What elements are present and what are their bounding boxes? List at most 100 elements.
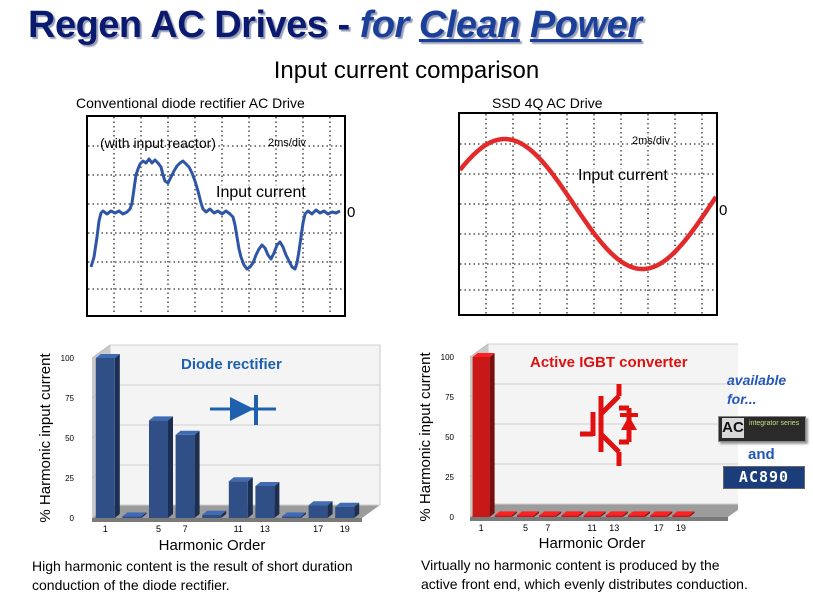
right-scope-trace-label: Input current xyxy=(578,167,668,185)
x-tick-label: 11 xyxy=(587,523,596,533)
bar-side xyxy=(327,501,333,518)
diode-triangle xyxy=(230,397,254,421)
chart-floor-edge xyxy=(92,518,362,522)
bar xyxy=(472,357,490,517)
bar-top xyxy=(605,511,628,516)
y-tick-label: 0 xyxy=(450,513,455,522)
right-scope-panel: 2ms/div Input current xyxy=(458,112,718,316)
bar-top xyxy=(672,511,695,516)
bar xyxy=(122,516,142,518)
ac-integrator-logo: AC integrator series xyxy=(718,416,806,442)
bar-top xyxy=(122,512,147,517)
title-power: Power xyxy=(529,4,642,46)
x-tick-label: 13 xyxy=(609,523,619,533)
x-tick-label: 5 xyxy=(523,523,528,533)
igbt-harmonic-chart: 0 25 50 75 100 1 5 7 11 13 17 19 Harmonic Order % Har… xyxy=(417,343,738,552)
left-scope-grid xyxy=(88,117,344,315)
right-caption-line1: Virtually no harmonic content is produce… xyxy=(421,557,720,573)
y-tick-label: 25 xyxy=(65,474,74,483)
bar-top xyxy=(472,353,495,357)
bar-side xyxy=(489,353,495,517)
right-caption-line2: active front end, which evenly distribut… xyxy=(421,576,748,592)
bar-side xyxy=(354,502,360,518)
bar xyxy=(255,486,275,518)
bar-side xyxy=(578,511,584,517)
title-space xyxy=(520,4,530,46)
bar xyxy=(605,515,623,517)
page-title: Regen AC Drives - for Clean Power xyxy=(28,4,642,47)
y-tick-label: 25 xyxy=(445,473,454,482)
left-caption-line1: High harmonic content is the result of s… xyxy=(32,558,353,574)
bar-side xyxy=(667,511,673,517)
bar-side xyxy=(556,511,562,517)
igbt-diode-triangle xyxy=(621,416,637,430)
left-scope-zero: 0 xyxy=(347,204,356,221)
bar-side xyxy=(168,416,173,518)
x-tick-label: 1 xyxy=(479,523,484,533)
bar-top xyxy=(335,502,360,507)
x-tick-label: 7 xyxy=(183,524,188,534)
right-caption: Virtually no harmonic content is produce… xyxy=(421,556,748,594)
y-tick-label: 50 xyxy=(445,433,454,442)
igbt-input-current-trace xyxy=(460,136,716,272)
bar-side xyxy=(622,511,628,517)
grid-line xyxy=(91,344,111,359)
bar-top xyxy=(95,354,120,358)
bar xyxy=(335,506,355,518)
grid-line xyxy=(469,343,489,358)
chart-floor-edge xyxy=(470,517,728,521)
bar-side xyxy=(114,354,120,518)
and-text: and xyxy=(748,446,775,463)
bar-top xyxy=(628,511,650,516)
bar-top xyxy=(494,511,517,516)
y-axis-title: % Harmonic input current xyxy=(37,353,54,523)
bar xyxy=(628,515,645,517)
bar xyxy=(202,514,222,518)
x-tick-label: 1 xyxy=(103,524,108,534)
bar-top xyxy=(517,511,539,516)
right-scope-timebase: 2ms/div xyxy=(632,135,670,147)
x-tick-label: 17 xyxy=(313,524,323,534)
bar-side xyxy=(221,510,227,518)
bar-top xyxy=(308,501,333,506)
bar-side xyxy=(301,512,306,518)
left-scope-trace-label: Input current xyxy=(216,184,306,202)
title-main: Regen AC Drives - xyxy=(28,4,360,46)
igbt-symbol-icon xyxy=(580,384,638,466)
diode-symbol-icon xyxy=(210,395,276,425)
x-tick-label: 11 xyxy=(234,524,243,534)
ac-integrator-logo-text: integrator series xyxy=(749,420,800,427)
bar-top xyxy=(650,511,673,516)
igbt-collector xyxy=(599,394,621,416)
x-tick-label: 5 xyxy=(156,524,161,534)
bar xyxy=(672,515,690,517)
y-tick-label: 100 xyxy=(441,353,455,362)
bar-top xyxy=(282,512,306,517)
y-tick-label: 75 xyxy=(445,393,454,402)
page-subtitle: Input current comparison xyxy=(273,57,540,84)
ac890-logo: AC890 xyxy=(723,466,805,489)
right-scope-svg xyxy=(460,114,716,314)
bar-side xyxy=(645,511,650,517)
left-scope-timebase: 2ms/div xyxy=(268,137,306,149)
right-heading: SSD 4Q AC Drive xyxy=(492,95,603,111)
bar xyxy=(228,481,248,518)
bar xyxy=(494,515,512,517)
left-heading: Conventional diode rectifier AC Drive xyxy=(76,95,305,111)
for-text: for... xyxy=(727,391,757,407)
bar-side xyxy=(600,511,606,517)
bar xyxy=(95,358,115,518)
y-tick-label: 50 xyxy=(65,434,74,443)
left-scope-note: (with input reactor) xyxy=(100,135,216,151)
title-for: for xyxy=(359,4,419,46)
x-axis-title: Harmonic Order xyxy=(539,535,646,552)
bar-side xyxy=(194,430,200,518)
x-tick-label: 17 xyxy=(654,523,664,533)
bar-top xyxy=(175,430,200,435)
x-axis-title: Harmonic Order xyxy=(159,537,266,554)
left-scope-panel: (with input reactor) 2ms/div Input curre… xyxy=(86,115,346,317)
left-caption-line2: conduction of the diode rectifier. xyxy=(32,577,230,593)
igbt-emitter xyxy=(599,432,621,454)
right-scope-zero: 0 xyxy=(719,202,728,219)
diode-input-current-trace xyxy=(89,157,341,271)
